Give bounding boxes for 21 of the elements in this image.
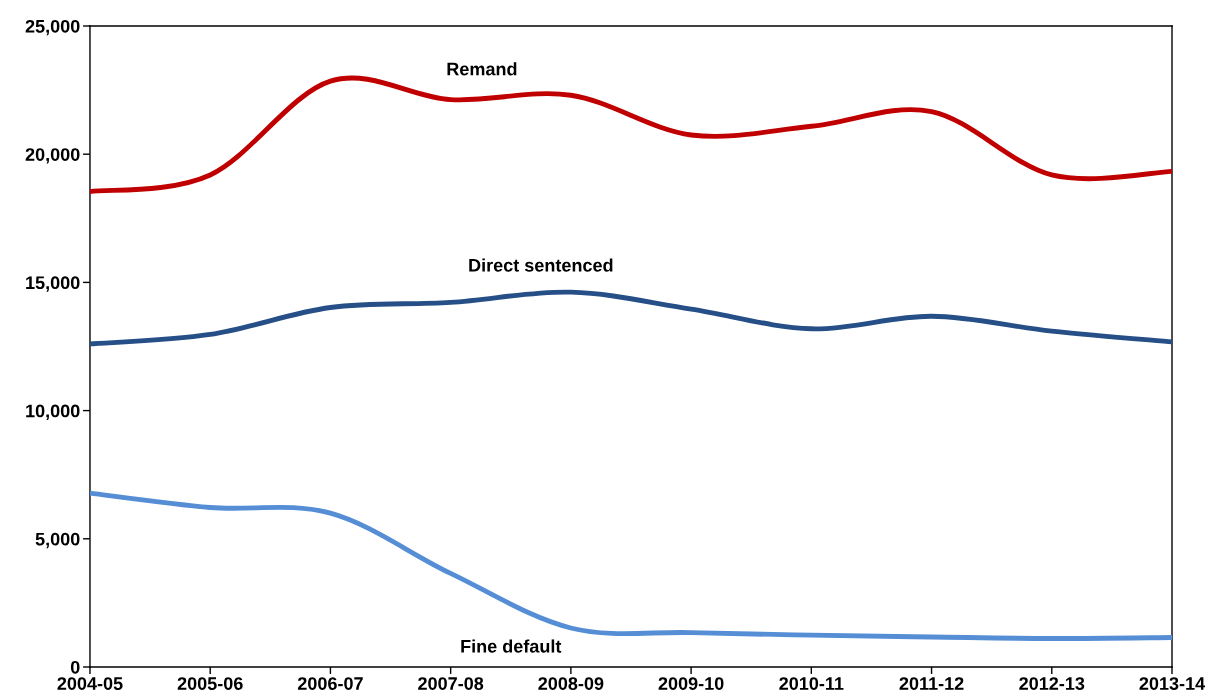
y-tick-label: 20,000	[25, 148, 80, 164]
x-tick-label: 2011-12	[899, 677, 964, 690]
y-tick-label: 25,000	[25, 19, 80, 36]
x-tick-label: 2013-14	[1139, 677, 1206, 690]
x-tick-label: 2004-05	[57, 677, 123, 690]
line-series	[89, 490, 1173, 641]
y-tick-label: 5,000	[35, 532, 80, 549]
series-label: Remand	[447, 62, 517, 76]
x-tick-label: 2006-07	[297, 677, 363, 690]
x-tick-label: 2007-08	[418, 677, 484, 690]
x-tick-label: 2010-11	[779, 677, 844, 690]
x-tick-label: 2005-06	[177, 677, 243, 690]
x-tick-label: 2008-09	[538, 677, 604, 690]
line-series	[89, 289, 1173, 347]
y-tick-label: 15,000	[26, 276, 80, 292]
series-label: Direct sentenced	[469, 258, 613, 272]
x-tick-label: 2012-13	[1019, 677, 1085, 690]
y-tick-label: 10,000	[26, 404, 80, 420]
y-tick-label: 0	[70, 660, 80, 674]
series-label: Fine default	[461, 639, 562, 653]
x-tick-label: 2009-10	[658, 677, 724, 690]
